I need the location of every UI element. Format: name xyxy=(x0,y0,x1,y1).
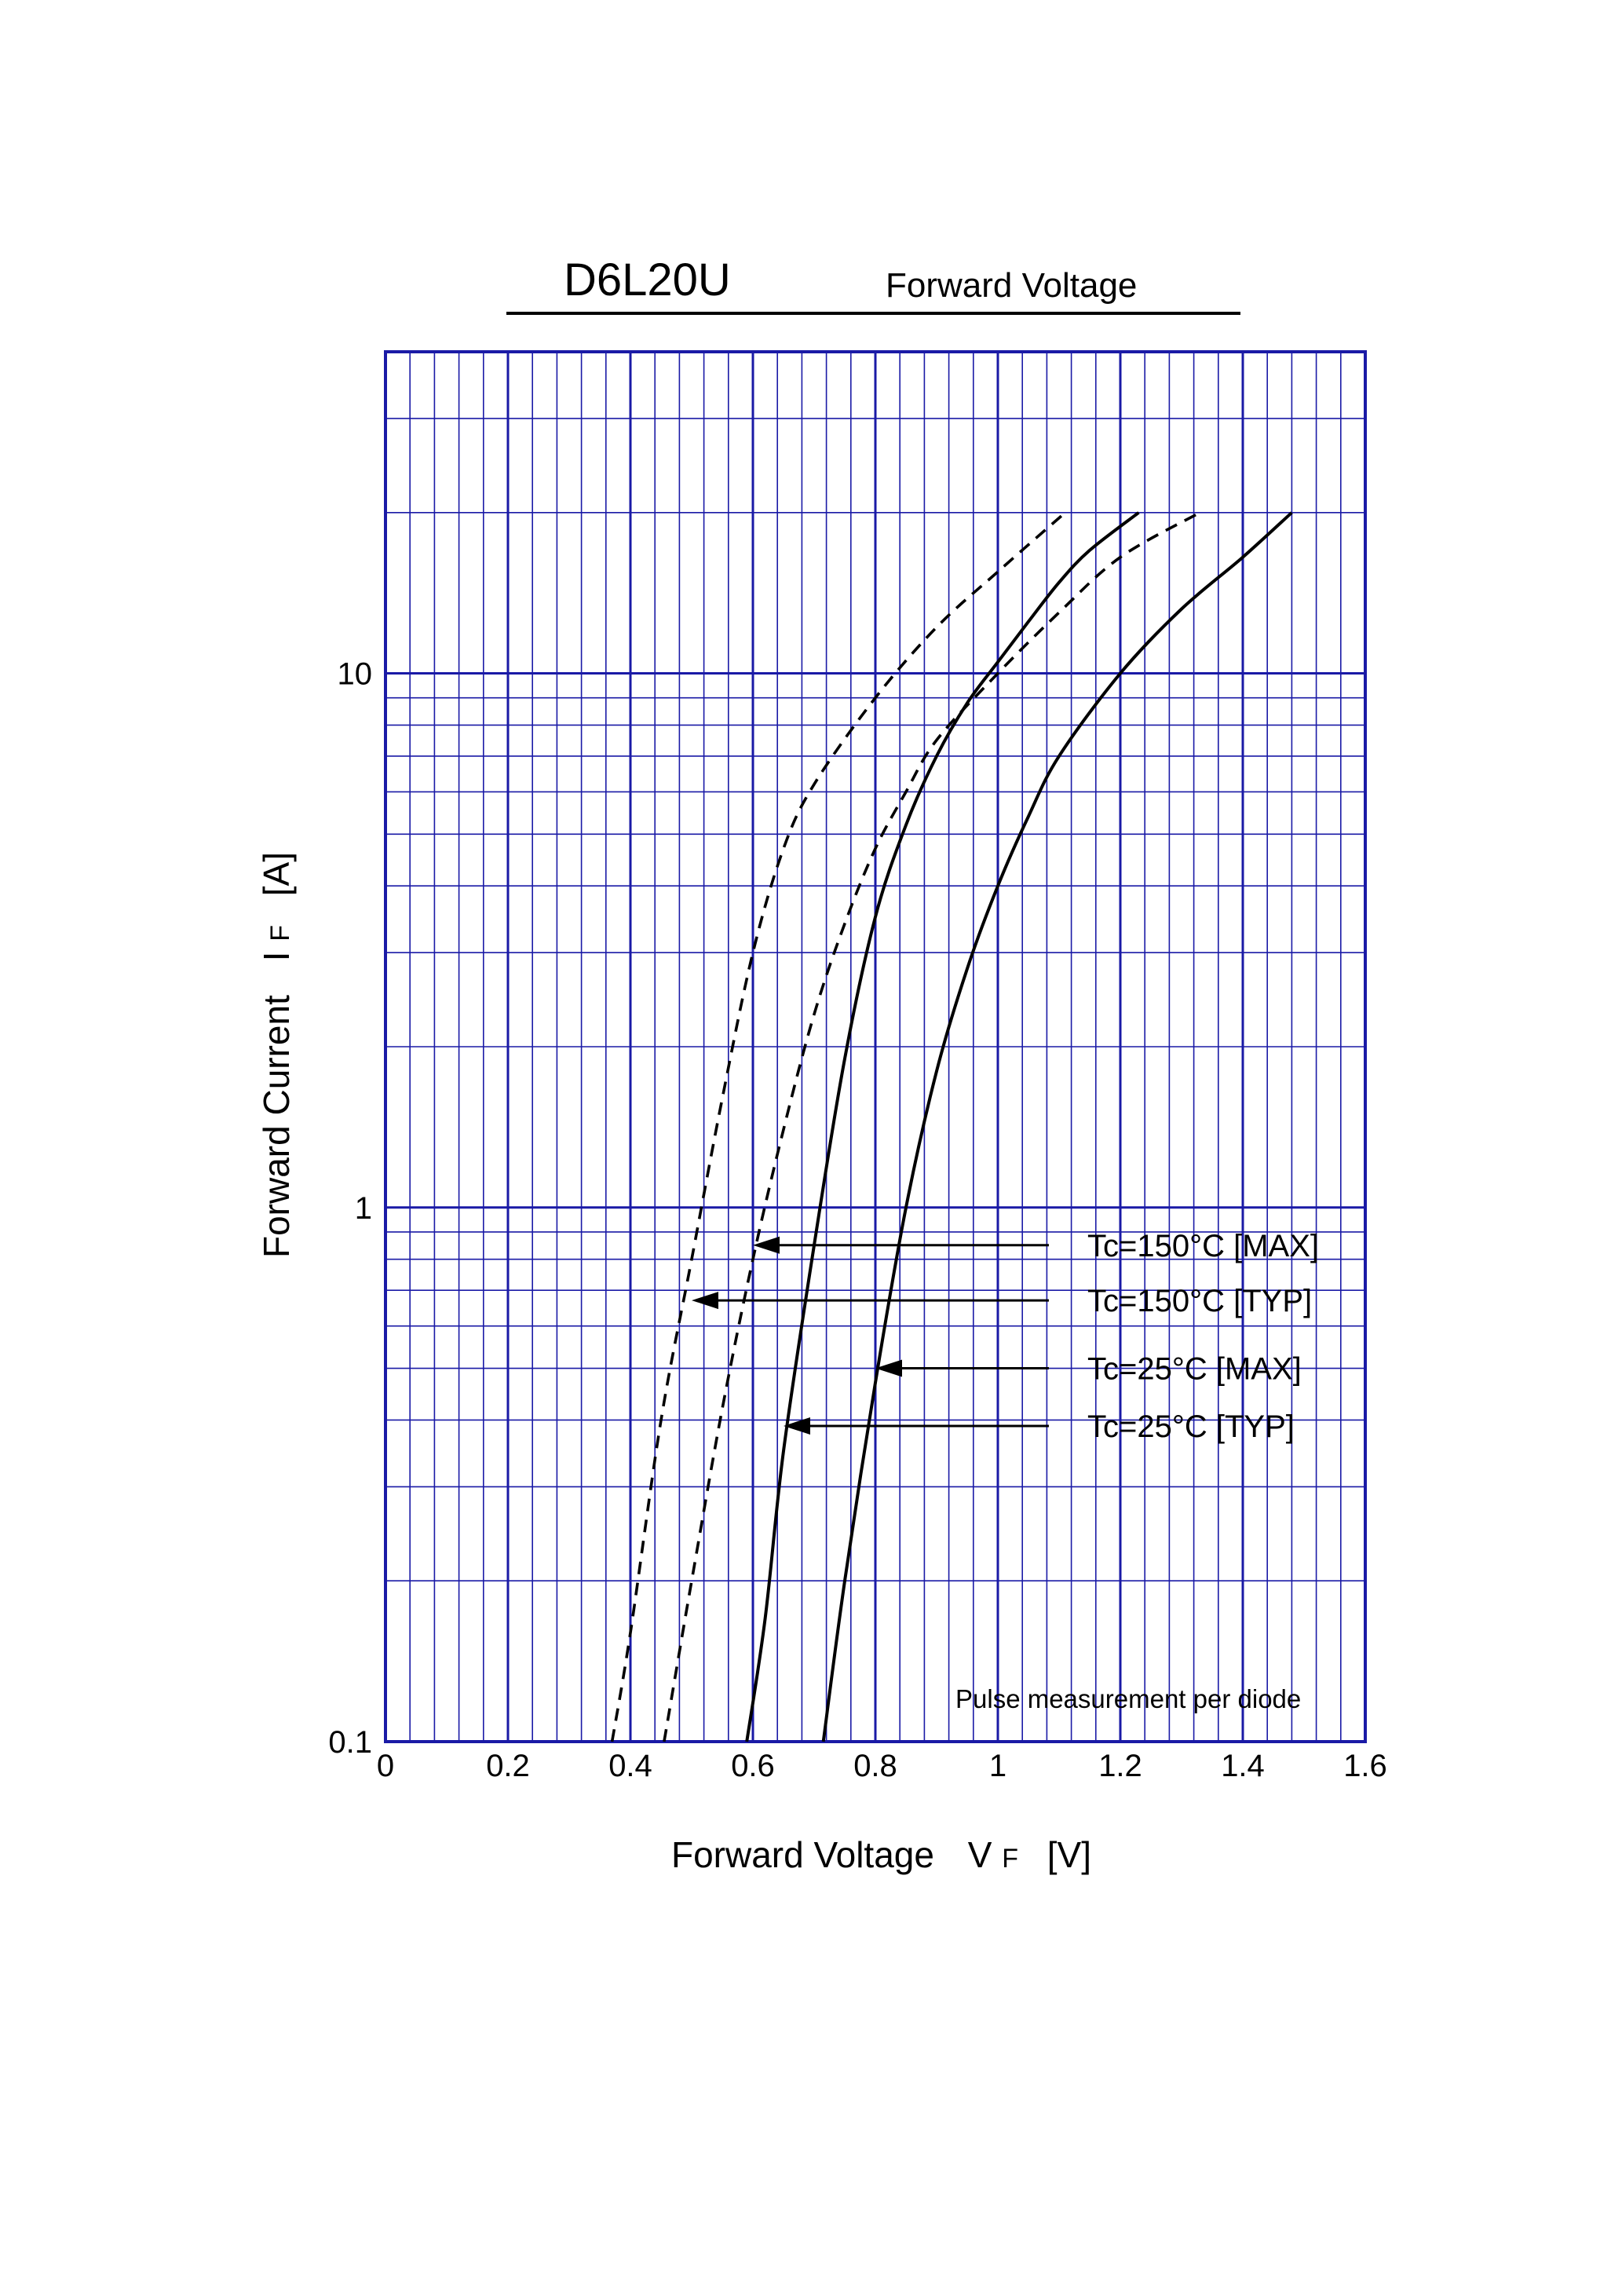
y-axis-label-unit: [A] xyxy=(256,852,297,896)
plot-frame xyxy=(384,350,1367,1743)
curves xyxy=(610,511,1293,1742)
x-tick-labels: 0 0.2 0.4 0.6 0.8 1 1.2 1.4 1.6 xyxy=(377,1749,1387,1783)
x-axis-label-symbol: V xyxy=(968,1834,992,1875)
x-tick-label: 0.2 xyxy=(486,1749,530,1783)
x-tick-label: 0 xyxy=(377,1749,394,1783)
annotation-arrow-head xyxy=(784,1417,810,1435)
x-tick-label: 1.6 xyxy=(1343,1749,1387,1783)
annotation-label: Tc=25°C [TYP] xyxy=(1087,1409,1295,1444)
annotation-label: Tc=150°C [MAX] xyxy=(1087,1229,1319,1263)
y-axis-label-main: Forward Current xyxy=(256,995,297,1258)
annotation-arrow-head xyxy=(753,1236,780,1254)
y-tick-labels: 0.1 1 10 xyxy=(328,657,372,1760)
series-curve-tc-25-c-max xyxy=(821,511,1293,1742)
series-curve-tc-150-c-max xyxy=(663,511,1201,1742)
annotation-arrow-head xyxy=(692,1292,718,1310)
x-tick-label: 0.6 xyxy=(731,1749,775,1783)
chart-subtitle: Forward Voltage xyxy=(886,266,1137,305)
plot-grid xyxy=(385,352,1365,1742)
x-axis-label-unit: [V] xyxy=(1047,1834,1091,1875)
x-tick-label: 0.8 xyxy=(853,1749,897,1783)
x-tick-label: 0.4 xyxy=(608,1749,652,1783)
y-axis-label: Forward Current I F [A] xyxy=(256,852,297,1258)
series-annotations: Tc=150°C [MAX] Tc=150°C [TYP] Tc=25°C [MAX… xyxy=(692,1229,1319,1444)
y-tick-label: 1 xyxy=(355,1191,372,1226)
x-axis-label-subscript: F xyxy=(1002,1844,1018,1874)
y-axis-label-subscript: F xyxy=(265,925,295,941)
x-tick-label: 1.4 xyxy=(1221,1749,1265,1783)
x-axis-label-main: Forward Voltage xyxy=(671,1834,934,1875)
x-axis-label: Forward Voltage V F [V] xyxy=(671,1834,1091,1875)
chart-title: D6L20U xyxy=(564,254,731,305)
annotation-label: Tc=25°C [MAX] xyxy=(1087,1352,1302,1387)
x-tick-label: 1 xyxy=(989,1749,1006,1783)
annotation-label: Tc=150°C [TYP] xyxy=(1087,1284,1312,1318)
x-tick-label: 1.2 xyxy=(1098,1749,1142,1783)
y-tick-label: 0.1 xyxy=(328,1725,372,1760)
y-tick-label: 10 xyxy=(338,657,373,692)
series-curve-tc-150-c-typ xyxy=(610,511,1066,1742)
y-axis-label-symbol: I xyxy=(256,952,297,962)
measurement-note: Pulse measurement per diode xyxy=(955,1684,1301,1713)
annotation-arrow-head xyxy=(875,1359,902,1377)
series-curve-tc-25-c-typ xyxy=(745,511,1140,1742)
